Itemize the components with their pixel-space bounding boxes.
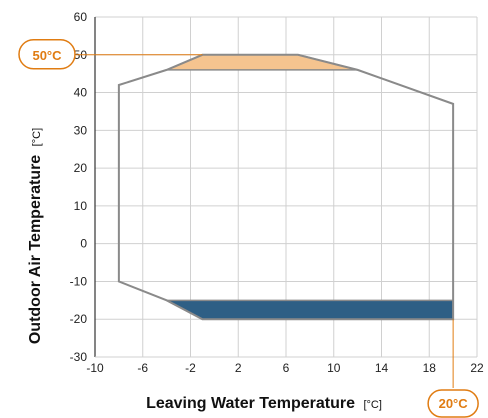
x-axis-unit: [°C]: [363, 399, 381, 411]
x-tick-label: 18: [423, 361, 437, 375]
y-tick-label: 60: [74, 10, 88, 24]
y-axis-label: Outdoor Air Temperature: [27, 155, 44, 344]
axes: [94, 17, 477, 358]
callout-20-label: 20°C: [439, 396, 469, 411]
callout-50-badge: [18, 39, 76, 70]
x-tick-label: 14: [375, 361, 389, 375]
envelope-outline: [117, 53, 455, 321]
y-axis-title: Outdoor Air Temperature [°C]: [27, 128, 44, 344]
callout-50-label: 50°C: [32, 48, 62, 63]
x-tick-label: 6: [283, 361, 290, 375]
callouts: 50°C 20°C: [18, 39, 479, 418]
y-tick-label: -10: [70, 274, 88, 288]
y-axis-unit: [°C]: [31, 128, 43, 146]
x-tick-label: -2: [185, 361, 196, 375]
y-tick-label: 20: [74, 161, 88, 175]
x-tick-label: -10: [86, 361, 104, 375]
x-tick-label: -6: [137, 361, 148, 375]
x-tick-label: 22: [470, 361, 484, 375]
y-tick-label: 30: [74, 123, 88, 137]
y-tick-label: -20: [70, 312, 88, 326]
y-tick-label: 10: [74, 199, 88, 213]
regions: [166, 54, 454, 320]
callout-20-badge: [427, 389, 479, 418]
y-tick-label: 0: [80, 237, 87, 251]
envelope: [117, 53, 455, 321]
region-1: [166, 299, 454, 320]
x-axis-title: Leaving Water Temperature [°C]: [146, 395, 382, 412]
y-tick-label: -30: [70, 350, 88, 364]
x-axis-label: Leaving Water Temperature: [146, 395, 355, 412]
x-tick-label: 2: [235, 361, 242, 375]
y-tick-label: 40: [74, 86, 88, 100]
x-tick-label: 10: [327, 361, 341, 375]
